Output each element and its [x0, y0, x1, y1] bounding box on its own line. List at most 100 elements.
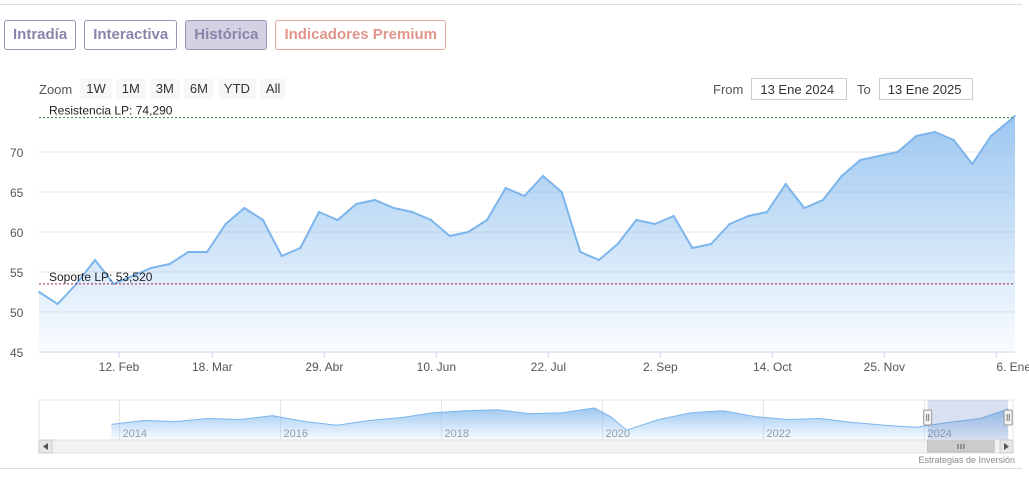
data-point	[877, 154, 881, 158]
x-tick-label: 6. Ene	[996, 360, 1029, 374]
support-label: Soporte LP: 53,520	[49, 270, 153, 284]
chart-tabs: Intradía Interactiva Histórica Indicador…	[4, 20, 446, 50]
x-tick-label: 2. Sep	[643, 360, 678, 374]
data-point	[915, 134, 918, 138]
data-point	[336, 218, 339, 222]
y-tick-label-60: 60	[10, 226, 24, 240]
data-point	[560, 190, 563, 194]
x-tick-label: 29. Abr	[305, 360, 343, 374]
x-tick-label: 18. Mar	[192, 360, 233, 374]
data-point	[355, 202, 358, 206]
data-point	[821, 198, 825, 202]
data-point	[784, 182, 787, 186]
data-point	[933, 130, 937, 134]
data-point	[392, 206, 395, 210]
data-point	[467, 230, 470, 234]
to-label: To	[857, 81, 871, 97]
data-point	[989, 134, 993, 138]
y-tick-label-50: 50	[10, 306, 24, 320]
data-point	[541, 174, 545, 178]
data-point	[747, 214, 750, 218]
data-point	[952, 138, 955, 142]
tab-interactiva[interactable]: Interactiva	[84, 20, 178, 50]
data-point	[840, 174, 843, 178]
top-divider	[0, 4, 1022, 5]
navigator-right-handle[interactable]	[1003, 409, 1013, 426]
data-point	[691, 246, 694, 250]
data-point	[448, 234, 451, 238]
zoom-3m-button[interactable]: 3M	[149, 79, 180, 99]
data-point	[971, 162, 974, 166]
x-tick-label: 25. Nov	[864, 360, 905, 374]
data-point	[168, 262, 171, 266]
range-to: To	[857, 78, 973, 100]
data-point	[131, 274, 134, 278]
from-label: From	[713, 81, 744, 97]
zoom-selector: Zoom 1W 1M 3M 6M YTD All	[39, 79, 287, 99]
data-point	[653, 222, 657, 226]
data-point	[93, 258, 97, 262]
navigator-area	[111, 407, 1009, 440]
data-point	[299, 246, 302, 250]
data-point	[187, 250, 190, 254]
data-point	[579, 250, 582, 254]
y-tick-label-70: 70	[10, 146, 24, 160]
scroll-left-arrow-icon	[43, 443, 48, 450]
data-point	[205, 250, 209, 254]
data-point	[523, 194, 526, 198]
to-date-input[interactable]	[878, 78, 973, 100]
data-point	[112, 282, 115, 286]
data-point	[261, 218, 265, 222]
zoom-ytd-button[interactable]: YTD	[217, 79, 256, 99]
data-point	[859, 158, 862, 162]
bottom-divider	[0, 468, 1022, 469]
data-point	[728, 222, 731, 226]
credit-text: Estrategias de Inversión	[918, 455, 1015, 465]
data-point	[280, 254, 283, 258]
data-point	[765, 210, 769, 214]
data-point	[635, 218, 638, 222]
y-tick-label-65: 65	[10, 186, 24, 200]
data-point	[504, 186, 507, 190]
navigator-selection[interactable]	[927, 400, 1009, 440]
data-point	[317, 210, 321, 214]
data-point	[896, 150, 899, 154]
navigator-left-handle[interactable]	[923, 409, 933, 426]
zoom-1w-button[interactable]: 1W	[80, 79, 112, 99]
resistance-label: Resistencia LP: 74,290	[49, 104, 173, 118]
x-tick-label: 22. Jul	[531, 360, 566, 374]
data-point	[597, 258, 601, 262]
x-tick-label: 14. Oct	[753, 360, 792, 374]
data-point	[429, 218, 433, 222]
price-area	[39, 116, 1015, 352]
x-tick-label: 12. Feb	[99, 360, 140, 374]
data-point	[37, 290, 41, 294]
zoom-all-button[interactable]: All	[259, 79, 287, 99]
from-date-input[interactable]	[751, 78, 848, 100]
data-point	[373, 198, 377, 202]
scrollbar-track[interactable]	[38, 439, 1014, 454]
y-tick-label-55: 55	[10, 266, 24, 280]
data-point	[709, 242, 713, 246]
data-point	[672, 214, 675, 218]
data-point	[803, 206, 806, 210]
data-point	[224, 222, 227, 226]
tab-historica[interactable]: Histórica	[185, 20, 268, 50]
data-point	[243, 206, 246, 210]
data-point	[485, 218, 489, 222]
data-point	[1013, 114, 1017, 118]
zoom-1m-button[interactable]: 1M	[115, 79, 146, 99]
y-tick-label-45: 45	[10, 346, 24, 360]
tab-indicadores-premium[interactable]: Indicadores Premium	[275, 20, 446, 50]
zoom-6m-button[interactable]: 6M	[183, 79, 214, 99]
scroll-right-arrow-icon	[1004, 443, 1009, 450]
tab-intradia[interactable]: Intradía	[4, 20, 77, 50]
data-point	[616, 242, 619, 246]
range-from: From	[713, 78, 848, 100]
x-tick-label: 10. Jun	[417, 360, 456, 374]
zoom-label: Zoom	[39, 81, 73, 97]
data-point	[149, 266, 153, 270]
data-point	[411, 210, 414, 214]
data-point	[56, 302, 59, 306]
